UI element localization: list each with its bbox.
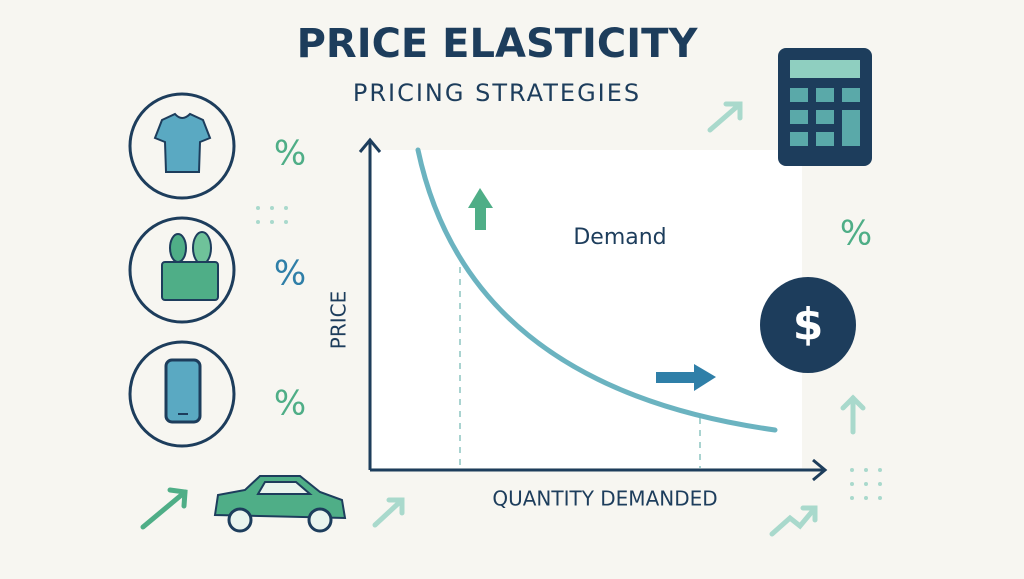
axes: [358, 137, 828, 482]
percent-sign: %: [274, 134, 306, 174]
guide-lines: [459, 255, 701, 468]
demand-curve: [415, 147, 778, 433]
decor-dots: [256, 206, 882, 500]
shirt-icon: [153, 112, 212, 173]
grocery-icon: [161, 231, 219, 301]
percent-sign: %: [274, 384, 306, 424]
title: PRICE ELASTICITY: [297, 21, 699, 67]
calculator-icon: [778, 48, 872, 166]
x-axis-label: QUANTITY DEMANDED: [492, 487, 717, 511]
phone-icon: [164, 358, 202, 424]
y-axis-label: PRICE: [327, 291, 351, 349]
car-icon: [213, 475, 347, 533]
decor-arrows: [140, 101, 866, 537]
curve-label: Demand: [573, 225, 666, 250]
right-arrow: [656, 364, 716, 391]
coin-symbol: $: [793, 299, 824, 350]
chart-panel: [372, 150, 802, 468]
percent-sign: %: [274, 254, 306, 294]
icon-circles: [128, 92, 236, 448]
subtitle: PRICING STRATEGIES: [353, 79, 641, 107]
up-arrow: [468, 188, 493, 230]
coin: [760, 277, 856, 373]
percent-sign: %: [840, 214, 872, 254]
